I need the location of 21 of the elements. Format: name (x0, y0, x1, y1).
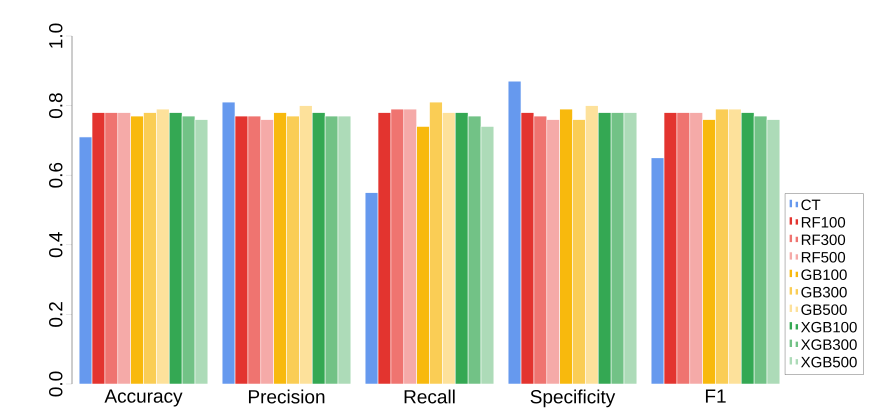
legend-label: RF500 (802, 252, 846, 263)
x-tick-label: Specificity (530, 390, 616, 408)
legend-label: GB300 (801, 286, 847, 298)
x-tick-label: Accuracy (104, 390, 183, 407)
legend-label: XGB300 (800, 339, 857, 350)
y-tick-label: 0.8 (49, 93, 62, 118)
legend-label: RF100 (802, 216, 846, 228)
legend-label: XGB500 (800, 356, 857, 368)
x-tick-label: F1 (706, 390, 726, 403)
y-tick-label: 1.0 (49, 24, 62, 48)
y-tick-label: 0.2 (49, 302, 62, 327)
y-tick-label: 0.0 (49, 372, 62, 396)
legend-label: GB500 (801, 304, 847, 315)
x-tick-label: Recall (404, 390, 455, 404)
x-tick-label: Precision (248, 390, 324, 404)
y-tick-label: 0.6 (49, 162, 62, 188)
legend-label: GB100 (801, 269, 847, 280)
y-tick-label: 0.4 (49, 232, 62, 258)
legend-label: XGB100 (800, 322, 857, 332)
legend-label: RF300 (802, 234, 846, 246)
legend-label: CT (801, 200, 820, 210)
